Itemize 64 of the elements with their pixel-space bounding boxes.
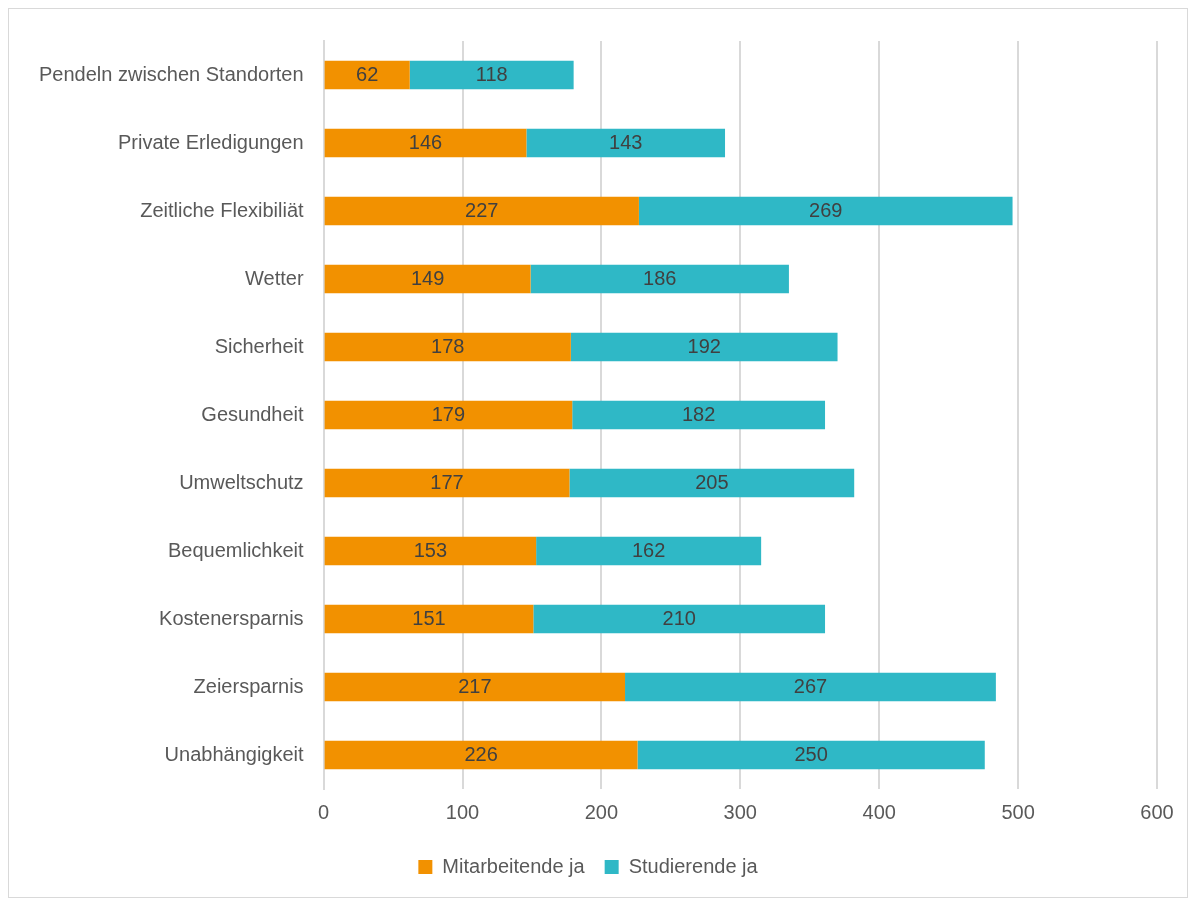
data-label: 226 bbox=[464, 742, 498, 765]
data-label: 217 bbox=[458, 674, 492, 697]
data-label: 149 bbox=[410, 266, 445, 289]
bar bbox=[324, 604, 534, 634]
data-label: 210 bbox=[662, 606, 696, 629]
data-label: 143 bbox=[609, 130, 643, 153]
bar bbox=[324, 468, 570, 498]
data-label: 162 bbox=[631, 538, 666, 561]
bar bbox=[526, 128, 726, 158]
legend-label: Studierende ja bbox=[628, 854, 759, 877]
bar bbox=[409, 60, 574, 90]
data-label: 192 bbox=[687, 334, 721, 357]
y-tick-label: Private Erledigungen bbox=[117, 130, 304, 153]
y-tick-label: Zeitliche Flexibiliät bbox=[140, 198, 305, 221]
legend-label: Mitarbeitende ja bbox=[442, 854, 586, 877]
x-tick-label: 0 bbox=[318, 800, 330, 823]
y-tick-label: Zeiersparnis bbox=[193, 674, 304, 697]
data-label: 227 bbox=[465, 198, 499, 221]
bar bbox=[324, 60, 410, 90]
bar bbox=[324, 332, 571, 362]
data-label: 62 bbox=[356, 62, 379, 85]
bar bbox=[569, 468, 855, 498]
y-tick-label: Gesundheit bbox=[201, 402, 305, 425]
bar bbox=[324, 400, 573, 430]
y-tick-label: Umweltschutz bbox=[179, 470, 304, 493]
data-label: 250 bbox=[794, 742, 828, 765]
y-tick-label: Pendeln zwischen Standorten bbox=[38, 62, 304, 85]
data-label: 269 bbox=[809, 198, 843, 221]
data-label: 146 bbox=[408, 130, 443, 153]
bar bbox=[324, 740, 638, 770]
x-tick-label: 400 bbox=[862, 800, 896, 823]
y-tick-label: Wetter bbox=[245, 266, 304, 289]
x-tick-label: 300 bbox=[723, 800, 757, 823]
bar bbox=[637, 740, 985, 770]
data-label: 151 bbox=[412, 606, 446, 629]
bar bbox=[536, 536, 762, 566]
y-tick-label: Sicherheit bbox=[214, 334, 305, 357]
bar bbox=[533, 604, 826, 634]
y-tick-label: Kostenersparnis bbox=[159, 606, 304, 629]
bar bbox=[625, 672, 996, 702]
y-tick-label: Unabhängigkeit bbox=[164, 742, 305, 765]
bar bbox=[572, 400, 826, 430]
bar bbox=[324, 264, 531, 294]
data-label: 205 bbox=[695, 470, 729, 493]
data-label: 178 bbox=[431, 334, 465, 357]
data-label: 267 bbox=[793, 674, 828, 697]
bar bbox=[324, 536, 537, 566]
data-label: 179 bbox=[431, 402, 466, 425]
bar bbox=[570, 332, 838, 362]
x-tick-label: 200 bbox=[584, 800, 619, 823]
data-label: 118 bbox=[475, 62, 508, 85]
x-tick-label: 600 bbox=[1140, 800, 1174, 823]
x-tick-label: 500 bbox=[1001, 800, 1035, 823]
data-label: 177 bbox=[430, 470, 464, 493]
bar bbox=[324, 196, 639, 226]
data-label: 186 bbox=[643, 266, 677, 289]
bar bbox=[638, 196, 1013, 226]
bar bbox=[324, 128, 527, 158]
data-label: 153 bbox=[413, 538, 448, 561]
data-label: 182 bbox=[681, 402, 716, 425]
y-tick-label: Bequemlichkeit bbox=[167, 538, 305, 561]
bar bbox=[324, 672, 626, 702]
bar bbox=[530, 264, 789, 294]
x-tick-label: 100 bbox=[445, 800, 480, 823]
